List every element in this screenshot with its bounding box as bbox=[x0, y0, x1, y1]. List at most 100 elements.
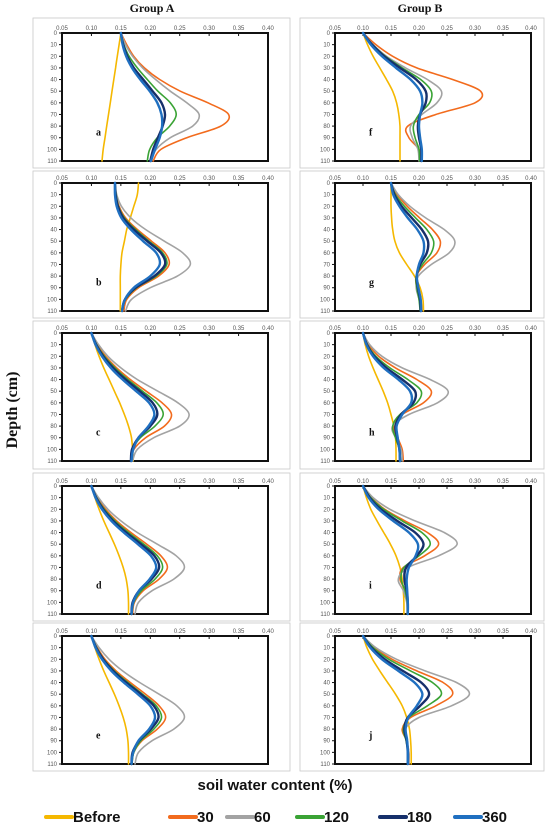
panel-outer-border bbox=[32, 170, 291, 319]
plot-area bbox=[61, 332, 269, 462]
y-tick-label: 110 bbox=[320, 612, 330, 618]
y-tick-label: 10 bbox=[323, 193, 330, 199]
series-line-30 bbox=[90, 485, 169, 615]
x-tick-label: 0.15 bbox=[385, 176, 397, 182]
x-tick-label: 0.10 bbox=[86, 26, 98, 32]
series-line-360 bbox=[90, 484, 158, 616]
x-tick-label: 0.35 bbox=[233, 629, 245, 635]
legend-label: 60 bbox=[254, 809, 271, 826]
panel-c: 0.05 0.10 0.15 0.20 0.25 0.30 0.35 0.40 0 10 20 30 4… bbox=[32, 320, 291, 470]
legend-item-60: 60 bbox=[225, 809, 271, 826]
x-tick-label: 0.30 bbox=[469, 629, 481, 635]
panel-outer-border bbox=[299, 320, 545, 470]
x-tick-label: 0.35 bbox=[497, 479, 509, 485]
x-tick-label: 0.20 bbox=[413, 479, 425, 485]
y-tick-label: 90 bbox=[50, 286, 57, 292]
y-tick-label: 30 bbox=[50, 66, 57, 72]
y-tick-label: 100 bbox=[320, 147, 331, 153]
panel-g: 0.05 0.10 0.15 0.20 0.25 0.30 0.35 0.40 0 10 20 30 4… bbox=[299, 170, 545, 319]
x-tick-label: 0.05 bbox=[56, 479, 68, 485]
x-tick-label: 0.30 bbox=[203, 176, 215, 182]
series-line-120 bbox=[362, 485, 432, 615]
y-tick-label: 90 bbox=[323, 136, 330, 142]
y-tick-label: 20 bbox=[50, 507, 57, 513]
y-tick-label: 80 bbox=[323, 124, 330, 130]
y-tick-label: 50 bbox=[323, 389, 330, 395]
y-tick-label: 50 bbox=[50, 239, 57, 245]
y-tick-label: 10 bbox=[50, 646, 57, 652]
x-tick-label: 0.10 bbox=[86, 176, 98, 182]
y-tick-label: 50 bbox=[50, 89, 57, 95]
y-tick-label: 20 bbox=[323, 507, 330, 513]
x-tick-label: 0.25 bbox=[441, 26, 453, 32]
y-tick-label: 20 bbox=[323, 204, 330, 210]
x-tick-label: 0.20 bbox=[144, 479, 156, 485]
plot-area bbox=[61, 32, 269, 162]
y-tick-label: 50 bbox=[50, 542, 57, 548]
series-line-360 bbox=[361, 634, 424, 766]
y-tick-label: 10 bbox=[50, 343, 57, 349]
y-tick-label: 30 bbox=[323, 669, 330, 675]
series-line-30 bbox=[120, 32, 231, 162]
y-tick-label: 30 bbox=[323, 66, 330, 72]
legend-item-30: 30 bbox=[168, 809, 214, 826]
y-tick-label: 60 bbox=[323, 401, 330, 407]
legend-item-180: 180 bbox=[378, 809, 432, 826]
y-tick-label: 0 bbox=[54, 181, 58, 187]
panel-letter: g bbox=[369, 277, 374, 288]
legend-label: 360 bbox=[482, 809, 507, 826]
y-tick-label: 70 bbox=[323, 412, 330, 418]
panel-letter: b bbox=[96, 277, 102, 288]
series-line-Before bbox=[362, 635, 413, 765]
panel-outer-border bbox=[299, 622, 545, 772]
legend-label: 30 bbox=[197, 809, 214, 826]
x-axis-title: soil water content (%) bbox=[197, 777, 352, 794]
y-tick-label: 60 bbox=[323, 704, 330, 710]
legend-label: 180 bbox=[407, 809, 432, 826]
x-tick-label: 0.15 bbox=[385, 26, 397, 32]
panel-outer-border bbox=[32, 17, 291, 169]
y-tick-label: 80 bbox=[50, 124, 57, 130]
x-tick-label: 0.40 bbox=[525, 629, 537, 635]
x-tick-label: 0.10 bbox=[357, 326, 369, 332]
x-tick-label: 0.20 bbox=[144, 629, 156, 635]
series-line-Before bbox=[119, 182, 140, 312]
x-tick-label: 0.30 bbox=[469, 176, 481, 182]
x-tick-label: 0.35 bbox=[233, 26, 245, 32]
y-tick-label: 110 bbox=[47, 762, 57, 768]
y-tick-label: 70 bbox=[50, 715, 57, 721]
y-tick-label: 80 bbox=[50, 727, 57, 733]
x-tick-label: 0.25 bbox=[441, 479, 453, 485]
y-tick-label: 0 bbox=[327, 634, 331, 640]
panels: 0.05 0.10 0.15 0.20 0.25 0.30 0.35 0.40 0 10 20 30 4… bbox=[32, 17, 545, 772]
y-tick-label: 10 bbox=[323, 496, 330, 502]
x-tick-label: 0.05 bbox=[329, 176, 341, 182]
y-tick-label: 100 bbox=[320, 447, 331, 453]
y-tick-label: 20 bbox=[323, 54, 330, 60]
y-tick-label: 60 bbox=[50, 101, 57, 107]
x-tick-label: 0.35 bbox=[233, 326, 245, 332]
y-tick-label: 40 bbox=[50, 681, 57, 687]
x-tick-label: 0.40 bbox=[262, 176, 274, 182]
y-tick-label: 60 bbox=[50, 401, 57, 407]
x-tick-label: 0.25 bbox=[174, 629, 186, 635]
y-tick-label: 70 bbox=[50, 112, 57, 118]
series-line-Before bbox=[362, 32, 401, 162]
y-tick-label: 50 bbox=[323, 692, 330, 698]
y-tick-label: 100 bbox=[47, 147, 58, 153]
series-line-Before bbox=[90, 635, 130, 765]
x-tick-label: 0.40 bbox=[525, 176, 537, 182]
x-tick-label: 0.20 bbox=[413, 176, 425, 182]
y-tick-label: 40 bbox=[323, 78, 330, 84]
series-line-360 bbox=[90, 634, 157, 766]
y-tick-label: 50 bbox=[323, 239, 330, 245]
series-line-Before bbox=[90, 332, 134, 462]
x-tick-label: 0.35 bbox=[497, 326, 509, 332]
legend-item-360: 360 bbox=[453, 809, 507, 826]
y-tick-label: 70 bbox=[323, 715, 330, 721]
y-tick-label: 30 bbox=[50, 519, 57, 525]
panel-letter: i bbox=[369, 580, 372, 591]
x-tick-label: 0.15 bbox=[115, 176, 127, 182]
y-tick-label: 60 bbox=[323, 554, 330, 560]
